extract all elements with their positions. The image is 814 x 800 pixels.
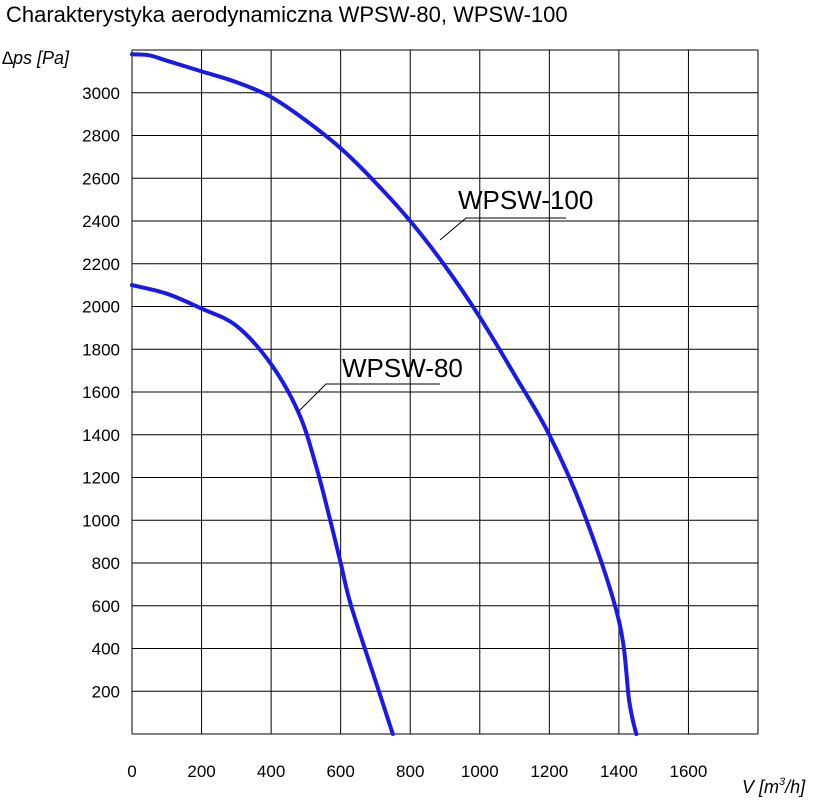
y-tick-label: 200 [92, 682, 120, 701]
y-tick-label: 3000 [82, 84, 120, 103]
x-axis-label-end: /h] [783, 777, 806, 797]
x-tick-label: 1600 [670, 762, 708, 781]
series-line-wpsw-100 [130, 52, 639, 736]
x-axis-label: V [m3/h] [742, 776, 806, 797]
leader-line-wpsw-100 [439, 217, 566, 241]
y-tick-label: 2600 [82, 169, 120, 188]
x-tick-label: 1400 [600, 762, 638, 781]
x-tick-label: 400 [257, 762, 285, 781]
x-tick-label: 800 [396, 762, 424, 781]
series-lines [130, 52, 639, 736]
y-tick-label: 2800 [82, 127, 120, 146]
x-tick-label: 200 [187, 762, 215, 781]
grid [131, 49, 759, 735]
y-tick-label: 1800 [82, 340, 120, 359]
y-tick-label: 1600 [82, 383, 120, 402]
x-axis-label-superscript: 3 [779, 776, 786, 788]
series-label-wpsw-100: WPSW-100 [458, 185, 593, 215]
ticks: 2004006008001000120014001600180020002200… [82, 84, 707, 781]
y-tick-label: 2000 [82, 298, 120, 317]
y-tick-label: 800 [92, 554, 120, 573]
y-tick-label: 1000 [82, 511, 120, 530]
series-label-wpsw-80: WPSW-80 [342, 353, 463, 383]
y-tick-label: 1400 [82, 426, 120, 445]
y-tick-label: 2400 [82, 212, 120, 231]
chart-title: Charakterystyka aerodynamiczna WPSW-80, … [6, 2, 568, 27]
series-labels: WPSW-100 WPSW-80 [297, 185, 593, 413]
series-line-wpsw-80 [130, 283, 395, 736]
leader-line-wpsw-80 [297, 383, 440, 413]
y-axis-label: ∆ps [Pa] [2, 48, 70, 68]
y-tick-label: 2200 [82, 255, 120, 274]
y-tick-label: 1200 [82, 469, 120, 488]
x-tick-label: 1200 [530, 762, 568, 781]
y-tick-label: 400 [92, 640, 120, 659]
x-tick-label: 1000 [461, 762, 499, 781]
x-tick-label: 600 [326, 762, 354, 781]
x-axis-label-main: V [m [742, 777, 779, 797]
x-tick-label: 0 [127, 762, 136, 781]
y-tick-label: 600 [92, 597, 120, 616]
